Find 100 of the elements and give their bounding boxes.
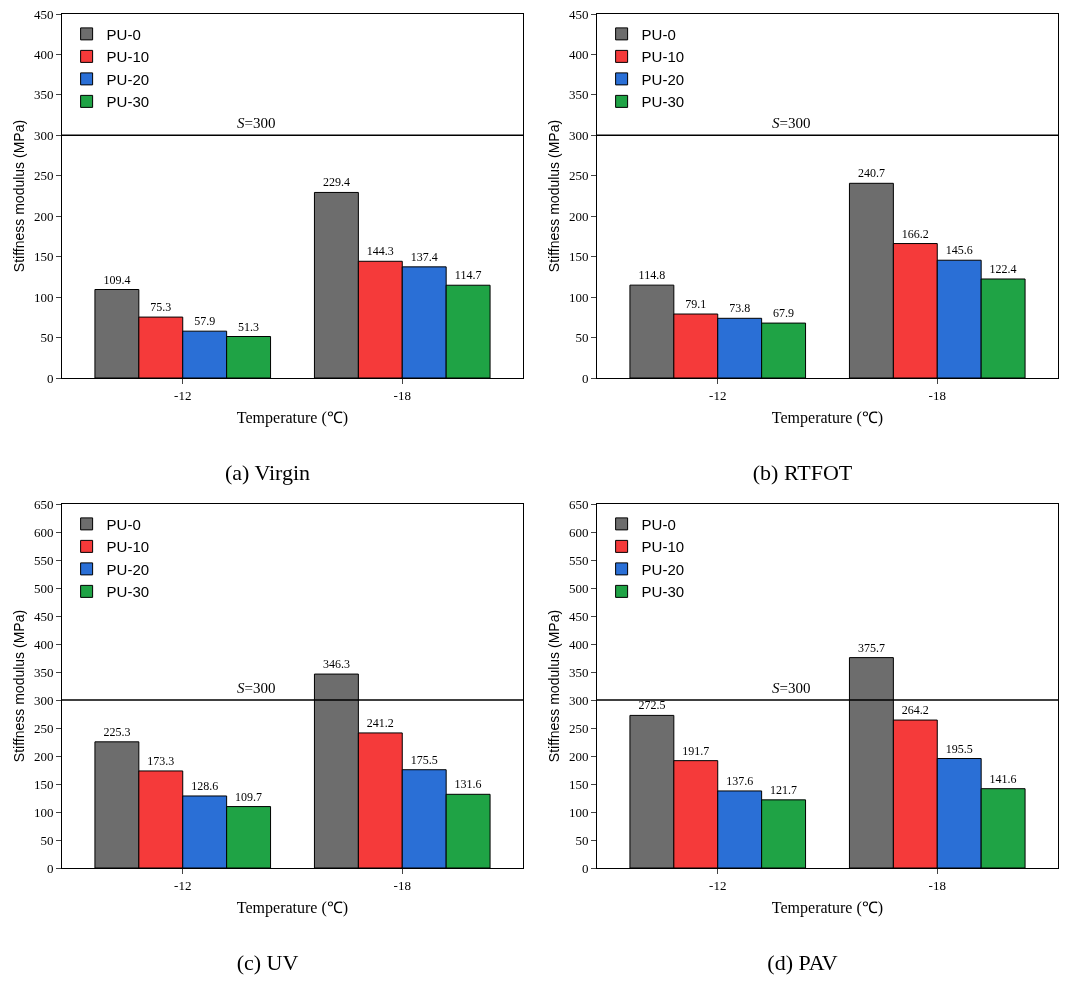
legend-label: PU-10	[641, 48, 685, 66]
y-tick-label: 650	[568, 496, 589, 512]
y-tick-label: 50	[40, 832, 54, 848]
data-label: 141.6	[989, 771, 1017, 786]
legend-label: PU-30	[641, 583, 685, 601]
legend-label: PU-0	[641, 515, 676, 533]
data-label: 175.5	[410, 752, 438, 767]
data-label: 166.2	[901, 226, 929, 241]
y-tick-label: 350	[33, 664, 54, 680]
y-tick-label: 250	[568, 168, 589, 184]
data-label: 145.6	[945, 243, 973, 258]
legend-label: PU-20	[641, 70, 685, 88]
y-tick-label: 400	[568, 46, 589, 62]
y-tick-label: 500	[33, 580, 54, 596]
legend-label: PU-30	[106, 93, 150, 111]
legend-label: PU-20	[641, 560, 685, 578]
y-tick-label: 0	[581, 860, 589, 876]
data-label: 109.4	[103, 272, 131, 287]
data-label: 114.7	[454, 268, 482, 283]
x-axis-title: Temperature (℃)	[771, 899, 884, 918]
y-axis-title: Stiffness modulus (MPa)	[11, 119, 27, 273]
data-label: 229.4	[322, 175, 350, 190]
x-tick-label: -18	[928, 877, 946, 893]
legend-label: PU-10	[641, 538, 685, 556]
y-axis-title: Stiffness modulus (MPa)	[546, 119, 562, 273]
y-tick-label: 0	[46, 370, 54, 386]
text: (d) PAV	[767, 950, 838, 976]
y-tick-label: 450	[33, 6, 54, 22]
legend-label: PU-30	[641, 93, 685, 111]
y-tick-label: 500	[568, 580, 589, 596]
y-tick-label: 450	[33, 608, 54, 624]
x-axis-title: Temperature (℃)	[236, 899, 349, 918]
data-label: 122.4	[989, 261, 1017, 276]
data-label: 195.5	[945, 741, 973, 756]
legend-label: PU-10	[106, 48, 150, 66]
y-tick-label: 300	[568, 127, 589, 143]
data-label: 121.7	[770, 782, 798, 797]
legend-label: PU-0	[106, 25, 141, 43]
x-tick-label: -18	[393, 387, 411, 403]
legend-label: PU-0	[106, 515, 141, 533]
x-axis-title: Temperature (℃)	[771, 409, 884, 428]
legend-label: PU-30	[106, 583, 150, 601]
y-tick-label: 100	[33, 804, 54, 820]
y-tick-label: 50	[575, 330, 589, 346]
data-label: 240.7	[857, 166, 885, 181]
y-tick-label: 100	[33, 289, 54, 305]
data-label: 51.3	[238, 319, 260, 334]
y-tick-label: 300	[33, 127, 54, 143]
data-label: 191.7	[682, 743, 710, 758]
data-label: 264.2	[901, 703, 929, 718]
data-label: 128.6	[191, 778, 219, 793]
y-tick-label: 100	[568, 289, 589, 305]
data-label: 375.7	[857, 640, 885, 655]
data-label: 241.2	[366, 715, 394, 730]
y-tick-label: 150	[33, 776, 54, 792]
y-axis-title: Stiffness modulus (MPa)	[546, 609, 562, 763]
data-label: 73.8	[729, 301, 751, 316]
y-tick-label: 350	[568, 664, 589, 680]
text: (a) Virgin	[224, 460, 311, 486]
x-tick-label: -18	[393, 877, 411, 893]
x-tick-label: -12	[709, 877, 727, 893]
y-tick-label: 350	[33, 87, 54, 103]
data-label: 79.1	[685, 297, 707, 312]
y-tick-label: 550	[568, 552, 589, 568]
y-tick-label: 600	[568, 524, 589, 540]
ref-line-label: S=300	[237, 115, 276, 131]
data-label: 346.3	[322, 657, 350, 672]
legend-label: PU-0	[641, 25, 676, 43]
y-tick-label: 400	[568, 636, 589, 652]
text: (c) UV	[236, 950, 299, 976]
y-tick-label: 150	[33, 249, 54, 265]
data-label: 131.6	[454, 777, 482, 792]
x-tick-label: -12	[709, 387, 727, 403]
y-tick-label: 300	[568, 692, 589, 708]
x-tick-label: -12	[174, 387, 192, 403]
y-tick-label: 600	[33, 524, 54, 540]
data-label: 75.3	[150, 300, 172, 315]
data-label: 137.6	[726, 773, 754, 788]
data-label: 173.3	[147, 753, 175, 768]
y-tick-label: 0	[581, 370, 589, 386]
y-tick-label: 50	[40, 330, 54, 346]
text: (b) RTFOT	[752, 460, 853, 486]
y-tick-label: 350	[568, 87, 589, 103]
x-tick-label: -12	[174, 877, 192, 893]
y-tick-label: 400	[33, 46, 54, 62]
y-tick-label: 250	[33, 720, 54, 736]
y-tick-label: 450	[568, 6, 589, 22]
y-tick-label: 400	[33, 636, 54, 652]
data-label: 57.9	[194, 314, 216, 329]
data-label: 114.8	[638, 268, 666, 283]
y-tick-label: 200	[568, 748, 589, 764]
ref-line-label: S=300	[772, 115, 811, 131]
data-label: 67.9	[773, 306, 795, 321]
y-tick-label: 550	[33, 552, 54, 568]
y-tick-label: 200	[568, 208, 589, 224]
ref-line-label: S=300	[772, 680, 811, 696]
data-label: 144.3	[366, 244, 394, 259]
y-tick-label: 650	[33, 496, 54, 512]
y-axis-title: Stiffness modulus (MPa)	[11, 609, 27, 763]
legend-label: PU-10	[106, 538, 150, 556]
